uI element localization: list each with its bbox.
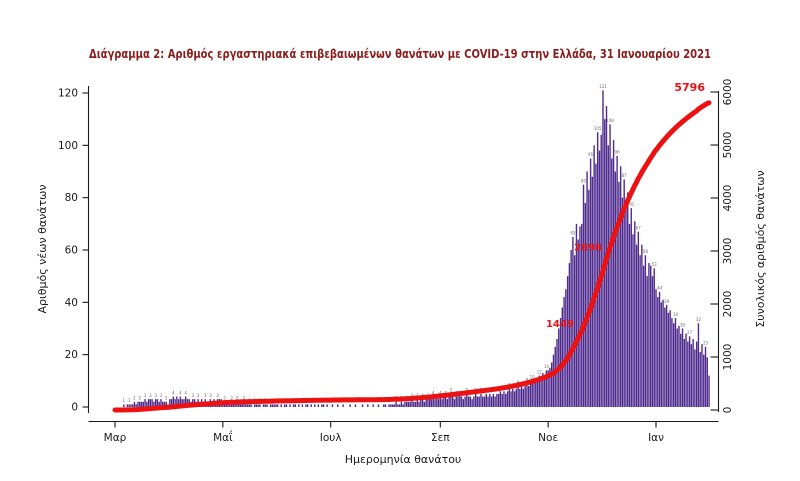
svg-text:5000: 5000	[722, 132, 734, 159]
svg-text:Ιουλ: Ιουλ	[320, 432, 342, 444]
svg-text:67: 67	[636, 226, 642, 231]
svg-text:2: 2	[139, 396, 142, 401]
svg-text:121: 121	[599, 84, 607, 89]
svg-text:40: 40	[65, 297, 78, 309]
svg-text:2000: 2000	[722, 291, 734, 318]
svg-text:3: 3	[204, 393, 207, 398]
annotation-milestone: 1449	[546, 319, 574, 330]
svg-text:30: 30	[680, 322, 686, 327]
svg-text:65: 65	[570, 231, 576, 236]
svg-text:0: 0	[722, 407, 734, 414]
annotation-milestone: 2898	[574, 242, 602, 253]
svg-text:3: 3	[160, 393, 163, 398]
svg-text:27: 27	[687, 330, 693, 335]
svg-text:34: 34	[673, 312, 679, 317]
svg-text:76: 76	[629, 202, 635, 207]
svg-text:32: 32	[696, 317, 702, 322]
svg-text:44: 44	[657, 286, 663, 291]
svg-text:3: 3	[154, 393, 157, 398]
svg-text:4: 4	[432, 390, 435, 395]
svg-text:1: 1	[128, 398, 131, 403]
svg-text:108: 108	[606, 118, 614, 123]
svg-text:2: 2	[133, 396, 136, 401]
svg-text:2: 2	[165, 396, 168, 401]
svg-text:85: 85	[581, 178, 587, 183]
svg-text:5: 5	[450, 388, 453, 393]
svg-text:3: 3	[192, 393, 195, 398]
svg-text:6000: 6000	[722, 79, 734, 106]
svg-text:4: 4	[184, 390, 187, 395]
svg-text:95: 95	[588, 152, 594, 157]
svg-text:60: 60	[65, 245, 78, 257]
svg-text:2: 2	[230, 396, 233, 401]
svg-text:96: 96	[615, 150, 621, 155]
svg-text:3: 3	[144, 393, 147, 398]
svg-text:80: 80	[65, 192, 78, 204]
chart-title: Διάγραμμα 2: Αριθμός εργαστηριακά επιβεβ…	[89, 47, 711, 61]
cumulative-deaths-line	[112, 100, 712, 413]
svg-text:Σεπ: Σεπ	[431, 432, 450, 444]
svg-text:Νοε: Νοε	[538, 432, 558, 444]
svg-text:1: 1	[123, 398, 126, 403]
annotation-final-total: 5796	[674, 81, 705, 94]
cumulative-annotations: 1449 2898 5796	[546, 81, 705, 330]
daily-deaths-bars	[123, 90, 710, 408]
svg-text:3: 3	[209, 393, 212, 398]
x-axis-title: Ημερομηνία θανάτου	[345, 453, 462, 466]
svg-text:53: 53	[652, 262, 658, 267]
svg-text:3: 3	[416, 393, 419, 398]
svg-text:3: 3	[197, 393, 200, 398]
svg-text:87: 87	[622, 173, 628, 178]
svg-text:Ιαν: Ιαν	[648, 432, 664, 444]
svg-text:3: 3	[216, 393, 219, 398]
svg-text:9: 9	[526, 377, 529, 382]
svg-text:39: 39	[664, 299, 670, 304]
svg-text:14: 14	[544, 364, 550, 369]
svg-text:2: 2	[236, 396, 239, 401]
svg-text:10: 10	[530, 375, 536, 380]
svg-text:3: 3	[411, 393, 414, 398]
svg-text:2: 2	[243, 396, 246, 401]
y-right-axis-title: Συνολικός αριθμός θανάτων	[754, 170, 767, 327]
svg-text:0: 0	[71, 402, 78, 414]
svg-text:1000: 1000	[722, 344, 734, 371]
svg-text:Μαΐ: Μαΐ	[213, 430, 233, 444]
svg-text:Μαρ: Μαρ	[104, 432, 127, 444]
svg-text:12: 12	[537, 369, 543, 374]
svg-text:4000: 4000	[722, 185, 734, 212]
svg-text:100: 100	[58, 140, 78, 152]
svg-text:120: 120	[58, 88, 78, 100]
svg-text:4: 4	[172, 390, 175, 395]
y-left-axis-title: Αριθμός νέων θανάτων	[36, 185, 49, 314]
svg-text:4: 4	[439, 390, 442, 395]
svg-text:2: 2	[223, 396, 226, 401]
svg-text:20: 20	[65, 349, 78, 361]
axes: 0 20 40 60 80 100 120 Μαρ Μαΐ Ιουλ Σεπ Νοε Ιαν 0 1000 2…	[58, 79, 734, 444]
svg-text:3: 3	[149, 393, 152, 398]
svg-text:3000: 3000	[722, 238, 734, 265]
svg-text:58: 58	[643, 249, 649, 254]
svg-text:23: 23	[703, 341, 709, 346]
svg-text:105: 105	[594, 126, 602, 131]
svg-text:4: 4	[179, 390, 182, 395]
